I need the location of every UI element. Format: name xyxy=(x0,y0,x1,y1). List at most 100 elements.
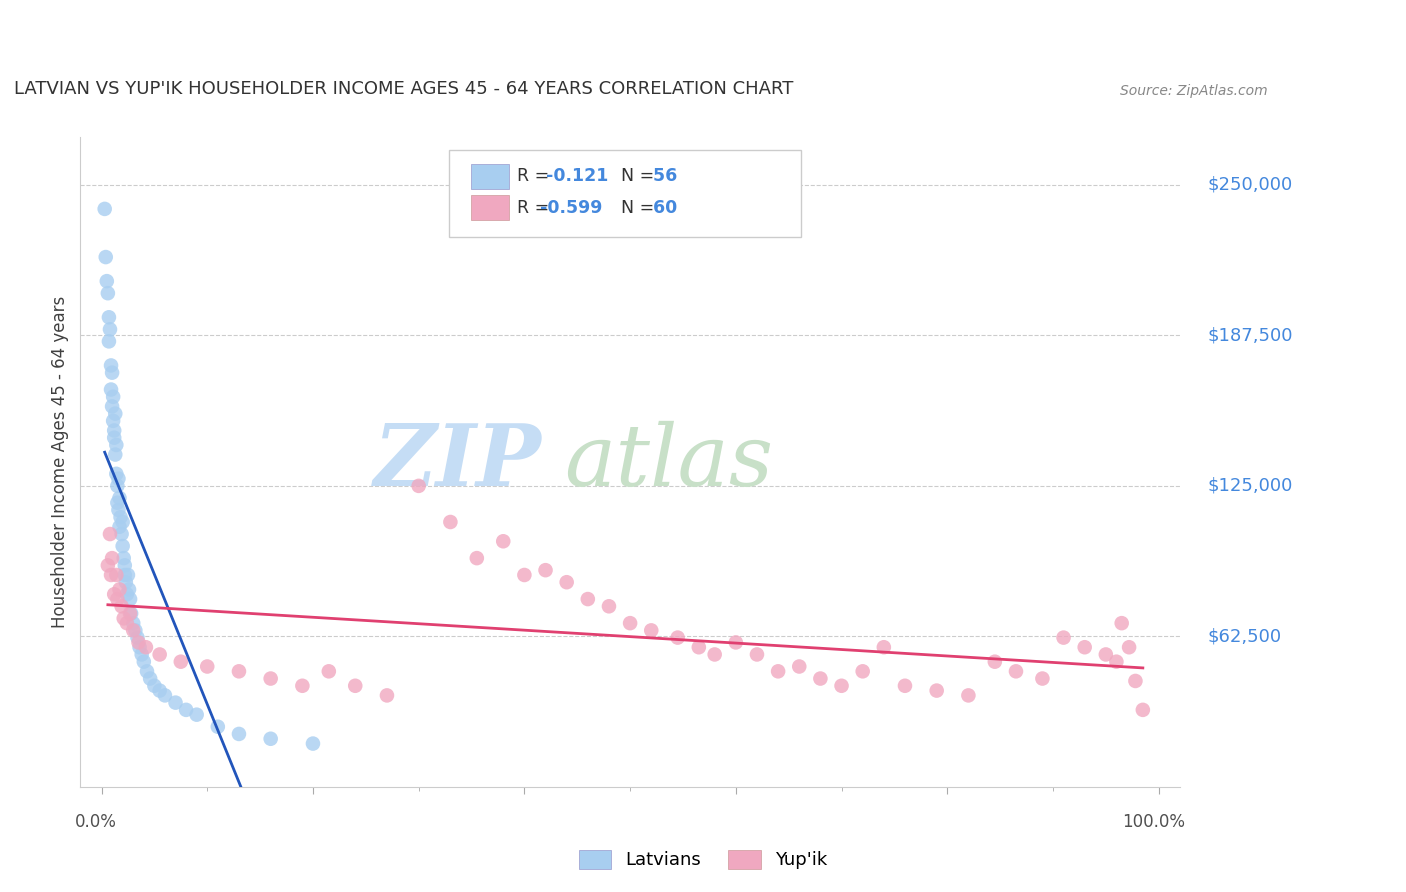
Point xyxy=(100,568,122,582)
Point xyxy=(96,274,118,288)
Point xyxy=(105,568,128,582)
Bar xyxy=(471,164,509,189)
Point xyxy=(110,599,132,614)
Point xyxy=(555,575,578,590)
Point xyxy=(195,659,218,673)
Point xyxy=(925,683,948,698)
Point xyxy=(111,515,134,529)
Point xyxy=(105,496,128,510)
Point xyxy=(94,250,117,264)
Point xyxy=(831,679,853,693)
Point xyxy=(1105,655,1128,669)
Point xyxy=(135,640,157,655)
Point xyxy=(186,707,208,722)
Legend: Latvians, Yup'ik: Latvians, Yup'ik xyxy=(569,841,837,879)
Point xyxy=(120,607,142,621)
Point xyxy=(118,582,141,597)
Point xyxy=(120,607,142,621)
Text: N =: N = xyxy=(610,168,655,186)
Point xyxy=(318,665,340,679)
Point xyxy=(465,551,488,566)
Point xyxy=(170,655,193,669)
Text: -0.121: -0.121 xyxy=(540,168,609,186)
Point xyxy=(375,689,398,703)
Point xyxy=(724,635,747,649)
Point xyxy=(766,665,789,679)
Point xyxy=(97,558,120,573)
Point xyxy=(957,689,980,703)
Point xyxy=(1132,703,1154,717)
Point xyxy=(101,551,124,566)
Point xyxy=(105,438,128,452)
Text: atlas: atlas xyxy=(564,420,773,503)
Point xyxy=(1095,648,1118,662)
Point xyxy=(260,672,283,686)
Point xyxy=(117,568,139,582)
Text: R =: R = xyxy=(517,199,550,217)
Point xyxy=(122,616,145,631)
Text: $62,500: $62,500 xyxy=(1208,627,1281,646)
Point xyxy=(100,383,122,397)
Text: 0.0%: 0.0% xyxy=(75,813,117,831)
Text: N =: N = xyxy=(610,199,655,217)
Point xyxy=(100,359,122,373)
Point xyxy=(1073,640,1095,655)
Point xyxy=(153,689,176,703)
Point xyxy=(808,672,831,686)
Point xyxy=(984,655,1007,669)
Point xyxy=(703,648,725,662)
Point xyxy=(101,400,124,414)
Point xyxy=(103,431,125,445)
Point xyxy=(408,479,430,493)
Text: ZIP: ZIP xyxy=(374,420,543,504)
Y-axis label: Householder Income Ages 45 - 64 years: Householder Income Ages 45 - 64 years xyxy=(51,295,69,628)
Point xyxy=(112,551,135,566)
Point xyxy=(105,592,128,607)
Text: Source: ZipAtlas.com: Source: ZipAtlas.com xyxy=(1121,84,1268,97)
Point xyxy=(619,616,641,631)
Text: R =: R = xyxy=(517,168,550,186)
Point xyxy=(174,703,197,717)
Point xyxy=(165,696,187,710)
Point xyxy=(787,659,810,673)
Point xyxy=(111,539,134,553)
Point xyxy=(110,510,132,524)
Point xyxy=(97,310,120,325)
Text: 100.0%: 100.0% xyxy=(1122,813,1185,831)
Bar xyxy=(471,195,509,220)
Point xyxy=(128,640,150,655)
Point xyxy=(302,737,325,751)
Point xyxy=(101,390,124,404)
Point xyxy=(640,624,662,638)
FancyBboxPatch shape xyxy=(449,150,800,237)
Point xyxy=(131,648,153,662)
Point xyxy=(149,648,172,662)
Text: LATVIAN VS YUP'IK HOUSEHOLDER INCOME AGES 45 - 64 YEARS CORRELATION CHART: LATVIAN VS YUP'IK HOUSEHOLDER INCOME AGE… xyxy=(14,79,794,97)
Text: 56: 56 xyxy=(647,168,676,186)
Point xyxy=(97,334,120,349)
Point xyxy=(107,472,129,486)
Point xyxy=(1031,672,1053,686)
Point xyxy=(207,720,229,734)
Point xyxy=(513,568,536,582)
Point xyxy=(103,587,125,601)
Point xyxy=(105,479,128,493)
Point xyxy=(98,322,121,336)
Text: $125,000: $125,000 xyxy=(1208,477,1292,495)
Point xyxy=(115,587,138,601)
Point xyxy=(136,665,159,679)
Point xyxy=(439,515,461,529)
Point xyxy=(598,599,620,614)
Point xyxy=(108,520,131,534)
Point xyxy=(534,563,557,577)
Point xyxy=(124,624,146,638)
Point xyxy=(114,568,136,582)
Point xyxy=(112,611,135,625)
Text: $250,000: $250,000 xyxy=(1208,176,1292,194)
Point xyxy=(139,672,162,686)
Point xyxy=(110,527,132,541)
Point xyxy=(105,467,128,481)
Point xyxy=(143,679,166,693)
Point xyxy=(291,679,314,693)
Text: 60: 60 xyxy=(647,199,676,217)
